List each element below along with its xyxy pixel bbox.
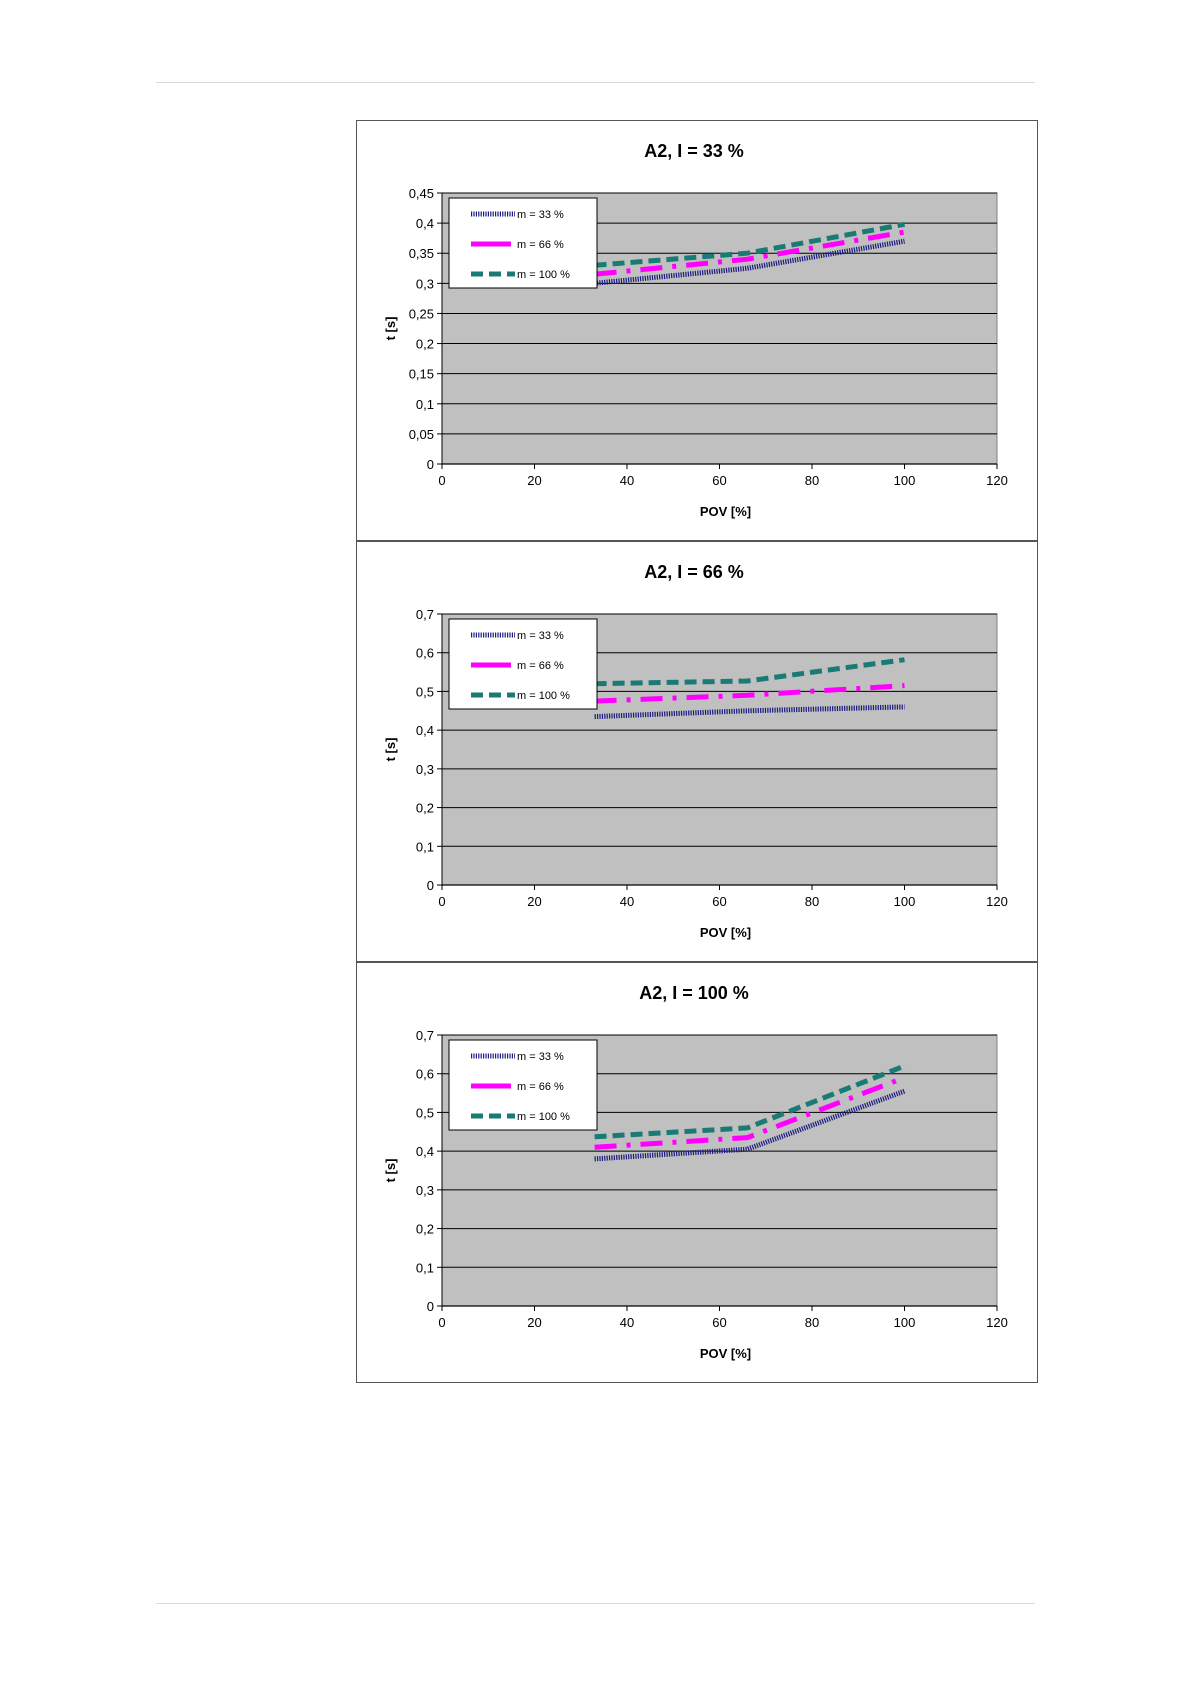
x-tick-label: 80 (805, 1315, 819, 1330)
y-tick-label: 0,3 (416, 1183, 434, 1198)
y-tick-label: 0,15 (409, 367, 434, 382)
header-rule (156, 82, 1035, 83)
legend-entry: m = 33 % (517, 1051, 564, 1063)
x-tick-label: 20 (527, 473, 541, 488)
y-tick-label: 0,2 (416, 337, 434, 352)
chart-title: A2, I = 33 % (644, 141, 744, 161)
y-tick-label: 0,4 (416, 1144, 434, 1159)
y-tick-label: 0,3 (416, 762, 434, 777)
x-tick-label: 100 (894, 1315, 916, 1330)
y-tick-label: 0,1 (416, 1260, 434, 1275)
legend-entry: m = 100 % (517, 269, 570, 281)
y-axis-label: t [s] (383, 738, 398, 762)
y-tick-label: 0 (427, 878, 434, 893)
y-tick-label: 0,45 (409, 186, 434, 201)
chart-title: A2, I = 100 % (639, 983, 749, 1003)
x-tick-label: 20 (527, 1315, 541, 1330)
legend-entry: m = 66 % (517, 660, 564, 672)
legend-entry: m = 33 % (517, 630, 564, 642)
x-tick-label: 100 (894, 894, 916, 909)
chart-svg: A2, I = 100 % 0 0,1 0,2 0,3 0,4 0,5 0,6 0,7 0 20 40… (383, 983, 1008, 1361)
y-tick-label: 0,2 (416, 801, 434, 816)
y-tick-label: 0,1 (416, 397, 434, 412)
y-axis-label: t [s] (383, 317, 398, 341)
x-axis-label: POV [%] (700, 1346, 751, 1361)
y-tick-label: 0,7 (416, 607, 434, 622)
y-tick-label: 0,7 (416, 1028, 434, 1043)
y-tick-label: 0,6 (416, 1067, 434, 1082)
x-tick-label: 40 (620, 1315, 634, 1330)
series-line-1 (594, 238, 905, 286)
y-tick-label: 0,2 (416, 1222, 434, 1237)
y-axis-label: t [s] (383, 1159, 398, 1183)
y-tick-label: 0,1 (416, 839, 434, 854)
x-tick-label: 0 (438, 1315, 445, 1330)
y-tick-label: 0,5 (416, 684, 434, 699)
x-tick-label: 60 (712, 894, 726, 909)
x-tick-label: 80 (805, 473, 819, 488)
y-tick-label: 0,5 (416, 1105, 434, 1120)
y-tick-label: 0,25 (409, 306, 434, 321)
chart-panel-i66: A2, I = 66 % 0 0,1 0,2 0,3 0,4 0,5 0,6 0,7 0 20 40 6… (356, 541, 1038, 962)
chart-panel-i33: A2, I = 33 % 0 0,05 0,1 0,15 0,2 0,25 0,3 0,35 0,… (356, 120, 1038, 541)
x-tick-label: 100 (894, 473, 916, 488)
chart-svg: A2, I = 66 % 0 0,1 0,2 0,3 0,4 0,5 0,6 0,7 0 20 40 6… (383, 562, 1008, 940)
y-tick-label: 0 (427, 457, 434, 472)
x-tick-label: 120 (986, 473, 1008, 488)
x-tick-label: 40 (620, 894, 634, 909)
x-tick-label: 120 (986, 1315, 1008, 1330)
x-tick-label: 80 (805, 894, 819, 909)
y-tick-label: 0,3 (416, 276, 434, 291)
x-tick-label: 60 (712, 473, 726, 488)
chart-panel-i100: A2, I = 100 % 0 0,1 0,2 0,3 0,4 0,5 0,6 0,7 0 20 40… (356, 962, 1038, 1383)
y-tick-label: 0,4 (416, 216, 434, 231)
legend-entry: m = 100 % (517, 690, 570, 702)
series-line-1 (594, 1088, 906, 1162)
legend-entry: m = 33 % (517, 209, 564, 221)
legend-entry: m = 66 % (517, 1081, 564, 1093)
y-tick-label: 0,05 (409, 427, 434, 442)
legend-entry: m = 66 % (517, 239, 564, 251)
series-line-1 (594, 704, 905, 720)
x-tick-label: 0 (438, 473, 445, 488)
y-tick-label: 0,35 (409, 246, 434, 261)
y-tick-label: 0,4 (416, 723, 434, 738)
y-tick-label: 0,6 (416, 646, 434, 661)
x-tick-label: 20 (527, 894, 541, 909)
chart-svg: A2, I = 33 % 0 0,05 0,1 0,15 0,2 0,25 0,3 0,35 0,… (383, 141, 1008, 519)
x-axis-label: POV [%] (700, 504, 751, 519)
x-tick-label: 120 (986, 894, 1008, 909)
legend-entry: m = 100 % (517, 1111, 570, 1123)
y-tick-label: 0 (427, 1299, 434, 1314)
x-tick-label: 60 (712, 1315, 726, 1330)
chart-title: A2, I = 66 % (644, 562, 744, 582)
x-axis-label: POV [%] (700, 925, 751, 940)
x-tick-label: 40 (620, 473, 634, 488)
footer-rule (156, 1603, 1035, 1604)
x-tick-label: 0 (438, 894, 445, 909)
